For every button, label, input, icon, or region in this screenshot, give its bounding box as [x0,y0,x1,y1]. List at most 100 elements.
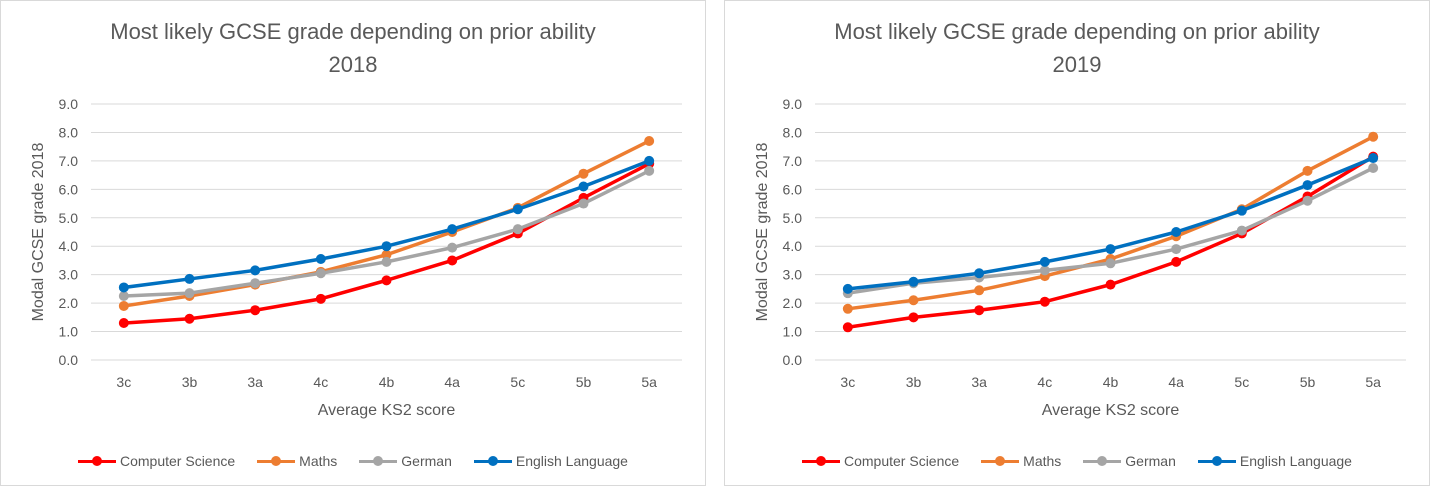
x-tick-label: 4b [1103,374,1119,390]
data-point-computer-science [1105,279,1116,290]
data-point-english-language [250,265,261,276]
data-point-german [1236,225,1247,236]
data-point-computer-science [184,313,195,324]
data-point-maths [118,300,129,311]
legend-swatch [802,455,840,467]
data-point-computer-science [1171,256,1182,267]
x-tick-label: 3c [116,374,131,390]
x-tick-label: 3c [840,374,855,390]
data-point-maths [578,168,589,179]
y-tick-label: 4.0 [783,238,803,254]
data-point-maths [974,285,985,296]
y-tick-label: 9.0 [783,96,803,112]
data-point-german [512,224,523,235]
y-tick-label: 1.0 [783,324,803,340]
chart-panel-2019: Most likely GCSE grade depending on prio… [724,0,1430,486]
data-point-english-language [644,155,655,166]
y-tick-label: 8.0 [59,124,79,140]
data-point-german [184,288,195,299]
y-axis-title: Modal GCSE grade 2018 [30,143,47,322]
legend-item-maths: Maths [257,451,337,471]
chart-title: Most likely GCSE grade depending on prio… [1,15,705,81]
legend-label: German [401,453,452,469]
data-point-english-language [1171,227,1182,237]
y-tick-label: 2.0 [59,295,79,311]
data-point-german [381,256,392,267]
x-tick-label: 3a [971,374,987,390]
legend-item-computer-science: Computer Science [78,451,235,471]
legend-label: German [1125,453,1176,469]
data-point-english-language [315,254,326,265]
y-tick-label: 4.0 [59,238,79,254]
y-tick-label: 8.0 [783,124,803,140]
data-point-english-language [381,241,392,252]
data-point-maths [381,249,392,260]
legend-item-german: German [1083,451,1176,471]
y-tick-label: 3.0 [783,267,803,283]
data-point-german [1105,258,1116,269]
legend-item-english-language: English Language [1197,451,1352,471]
data-point-english-language [1236,205,1247,216]
data-point-english-language [1302,180,1313,191]
x-tick-label: 4b [379,374,395,390]
legend-swatch [473,455,512,467]
legend-swatch [981,455,1020,467]
data-point-german [118,291,129,301]
data-point-maths [1368,131,1379,142]
legend-swatch [257,455,296,467]
x-tick-label: 5c [510,374,525,390]
data-point-computer-science [381,275,392,286]
data-point-german [250,278,261,289]
data-point-computer-science [447,255,458,266]
x-tick-label: 5a [1365,374,1381,390]
legend-item-english-language: English Language [473,451,628,471]
data-point-english-language [908,276,919,287]
x-tick-label: 4a [444,374,460,390]
legend-label: English Language [1239,453,1352,469]
legend-swatch [1197,455,1236,467]
legend-label: Computer Science [844,453,960,469]
y-tick-label: 0.0 [783,352,803,368]
y-tick-label: 3.0 [59,267,79,283]
x-tick-label: 3b [906,374,922,390]
y-tick-label: 7.0 [783,153,803,169]
data-point-english-language [118,282,129,293]
data-point-german [644,165,655,176]
data-point-german [447,242,458,253]
series-line-computer-science [846,154,1375,330]
y-tick-label: 0.0 [59,352,79,368]
data-point-english-language [1105,244,1116,255]
x-tick-label: 5c [1234,374,1249,390]
legend-label: Maths [299,453,338,469]
data-point-maths [842,303,853,314]
x-axis-title: Average KS2 score [1042,402,1180,419]
data-point-english-language [974,268,985,279]
legend-label: English Language [515,453,628,469]
data-point-english-language [842,283,853,294]
chart-title-line-2: 2018 [328,52,378,77]
data-point-english-language [1039,256,1050,267]
chart-title: Most likely GCSE grade depending on prio… [725,15,1429,81]
data-point-english-language [578,181,589,192]
legend: Computer Science Maths German English Langu… [1,451,705,471]
data-point-maths [644,135,655,146]
legend-item-german: German [359,451,452,471]
plot-area-2019: 0.0 1.0 2.0 3.0 4.0 5.0 6.0 7.0 8.0 9.0 3c 3b 3a 4c 4b… [754,96,1406,419]
plot-area-2018: 0.0 1.0 2.0 3.0 4.0 5.0 6.0 7.0 8.0 9.0 3c 3b 3a 4c 4b… [30,96,682,419]
data-point-maths [1302,165,1313,176]
y-tick-label: 9.0 [59,96,79,112]
x-tick-label: 5b [1300,374,1316,390]
x-tick-label: 4c [1037,374,1052,390]
legend-swatch [1083,455,1122,467]
x-tick-label: 5b [576,374,592,390]
legend-label: Computer Science [120,453,236,469]
x-tick-label: 3a [247,374,263,390]
data-point-computer-science [842,322,853,333]
data-point-english-language [184,273,195,284]
x-tick-label: 3b [182,374,198,390]
chart-panel-2018: Most likely GCSE grade depending on prio… [0,0,706,486]
data-point-german [315,268,326,279]
legend-item-maths: Maths [981,451,1061,471]
y-tick-label: 6.0 [783,181,803,197]
data-point-german [1171,244,1182,255]
